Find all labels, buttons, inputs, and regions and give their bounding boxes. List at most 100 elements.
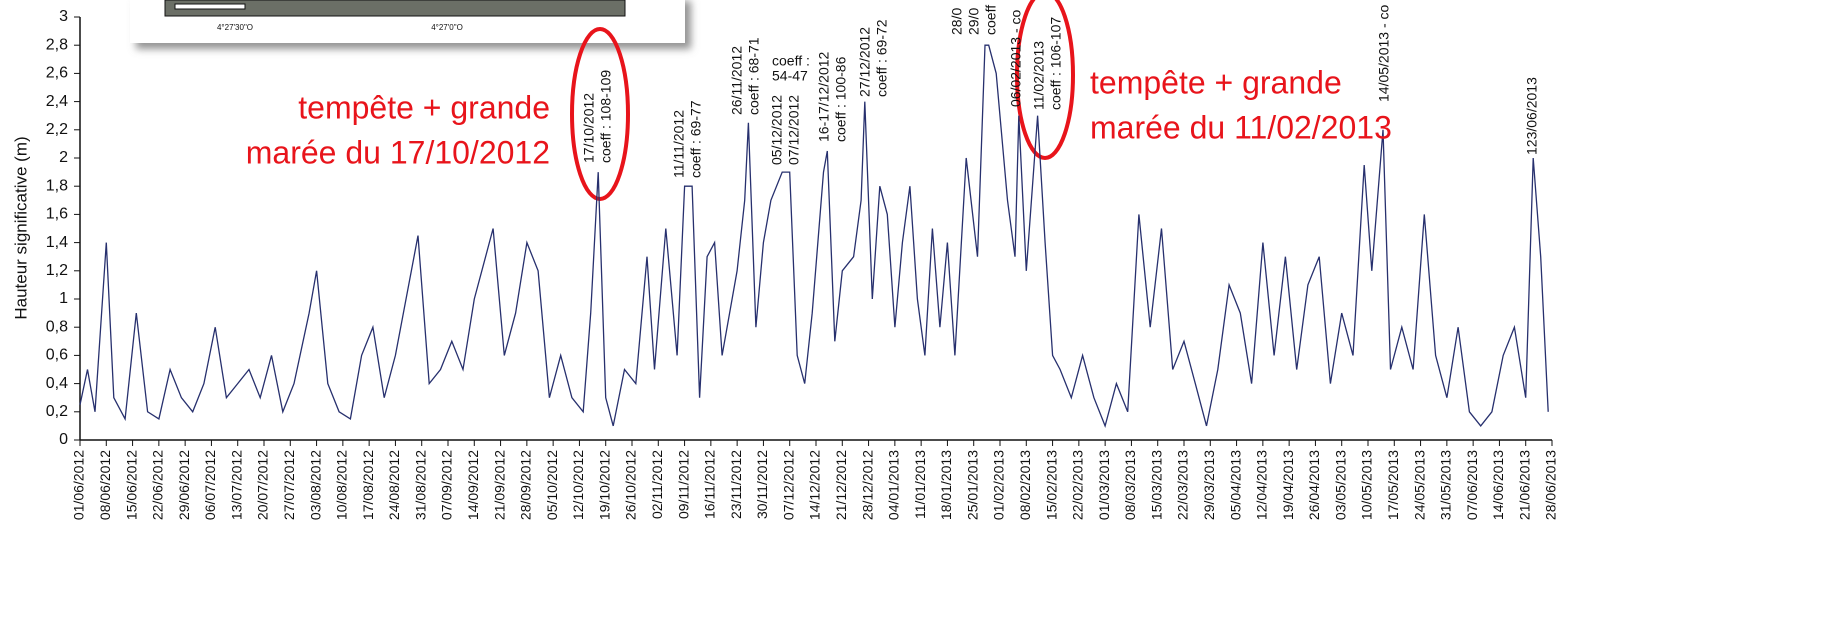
x-tick-label: 16/11/2012 bbox=[702, 450, 718, 519]
annotation: coeff bbox=[983, 5, 999, 35]
x-tick-label: 31/05/2013 bbox=[1438, 450, 1454, 520]
x-tick-label: 06/07/2012 bbox=[202, 450, 218, 520]
x-tick-label: 09/11/2012 bbox=[675, 450, 691, 519]
annotation: 26/11/2012 bbox=[729, 46, 745, 115]
x-tick-label: 21/09/2012 bbox=[491, 450, 507, 520]
inset-label: 4°27'0"O bbox=[431, 23, 463, 32]
data-line bbox=[79, 44, 1549, 428]
annotation: 29/0 bbox=[966, 8, 982, 35]
y-tick-label: 2,8 bbox=[46, 36, 68, 53]
x-tick-label: 29/06/2012 bbox=[176, 450, 192, 520]
y-tick-label: 2,2 bbox=[46, 121, 68, 138]
x-tick-label: 19/10/2012 bbox=[596, 450, 612, 520]
x-tick-label: 31/08/2012 bbox=[412, 450, 428, 520]
x-tick-label: 11/01/2013 bbox=[912, 450, 928, 519]
y-tick-label: 0 bbox=[59, 431, 68, 448]
y-tick-label: 1,6 bbox=[46, 206, 68, 223]
x-tick-label: 05/10/2012 bbox=[544, 450, 560, 520]
x-tick-label: 02/11/2012 bbox=[649, 450, 665, 519]
annotation: 54-47 bbox=[772, 68, 808, 84]
highlight-ellipse bbox=[570, 27, 630, 201]
x-tick-label: 21/06/2013 bbox=[1516, 450, 1532, 520]
callout: tempête + grande bbox=[1090, 64, 1342, 100]
annotation: coeff : 69-77 bbox=[688, 100, 704, 178]
x-tick-label: 07/06/2013 bbox=[1464, 450, 1480, 520]
annotation: 11/02/2013 bbox=[1031, 41, 1047, 110]
callout: marée du 11/02/2013 bbox=[1090, 109, 1392, 145]
annotation: 11/11/2012 bbox=[671, 110, 687, 178]
x-tick-label: 28/06/2013 bbox=[1543, 450, 1559, 520]
x-tick-label: 03/05/2013 bbox=[1332, 450, 1348, 520]
annotation: 27/12/2012 bbox=[857, 27, 873, 97]
y-tick-label: 1,4 bbox=[46, 234, 68, 251]
y-tick-label: 1 bbox=[59, 290, 68, 307]
y-tick-label: 0,6 bbox=[46, 347, 68, 364]
y-tick-label: 2,6 bbox=[46, 65, 68, 82]
x-tick-label: 14/06/2013 bbox=[1490, 450, 1506, 520]
callout: marée du 17/10/2012 bbox=[246, 134, 550, 170]
y-tick-label: 1,8 bbox=[46, 177, 68, 194]
annotation: coeff : bbox=[772, 53, 810, 69]
x-tick-label: 12/10/2012 bbox=[570, 450, 586, 520]
y-tick-label: 0,8 bbox=[46, 318, 68, 335]
inset-image bbox=[164, 0, 626, 17]
x-tick-label: 08/03/2013 bbox=[1122, 450, 1138, 520]
x-tick-label: 18/01/2013 bbox=[938, 450, 954, 520]
x-tick-label: 22/02/2013 bbox=[1070, 450, 1086, 520]
x-tick-label: 17/05/2013 bbox=[1385, 450, 1401, 520]
y-tick-label: 0,2 bbox=[46, 403, 68, 420]
x-tick-label: 10/08/2012 bbox=[334, 450, 350, 520]
x-tick-label: 30/11/2012 bbox=[754, 450, 770, 519]
annotation: coeff : 106-107 bbox=[1048, 17, 1064, 110]
scale-bar bbox=[174, 3, 246, 10]
x-tick-label: 05/04/2013 bbox=[1227, 450, 1243, 520]
callout: tempête + grande bbox=[298, 89, 550, 125]
x-tick-label: 21/12/2012 bbox=[833, 450, 849, 520]
x-tick-label: 15/06/2012 bbox=[123, 450, 139, 520]
x-tick-label: 20/07/2012 bbox=[255, 450, 271, 520]
annotation: coeff : 100-86 bbox=[833, 56, 849, 142]
y-tick-label: 2 bbox=[59, 149, 68, 166]
annotation: coeff : 68-71 bbox=[746, 37, 762, 115]
y-tick-label: 2,4 bbox=[46, 93, 68, 110]
x-tick-label: 01/02/2013 bbox=[991, 450, 1007, 520]
annotation: 17/10/2012 bbox=[581, 93, 597, 163]
y-tick-label: 0,4 bbox=[46, 375, 68, 392]
x-tick-label: 08/06/2012 bbox=[97, 450, 113, 520]
annotation: 16-17/12/2012 bbox=[816, 51, 832, 142]
x-tick-label: 17/08/2012 bbox=[360, 450, 376, 520]
x-tick-label: 26/04/2013 bbox=[1306, 450, 1322, 520]
x-tick-label: 22/03/2013 bbox=[1175, 450, 1191, 520]
annotation: 06/02/2013 - co bbox=[1008, 9, 1024, 107]
x-tick-label: 15/02/2013 bbox=[1043, 450, 1059, 520]
x-tick-label: 29/03/2013 bbox=[1201, 450, 1217, 520]
x-tick-label: 25/01/2013 bbox=[964, 450, 980, 520]
x-tick-label: 14/09/2012 bbox=[465, 450, 481, 520]
x-tick-label: 12/04/2013 bbox=[1254, 450, 1270, 520]
x-tick-label: 22/06/2012 bbox=[150, 450, 166, 520]
y-axis-label: Hauteur significative (m) bbox=[11, 136, 30, 319]
inset-map: 4°27'30"O 4°27'0"O bbox=[130, 0, 685, 43]
annotation: 07/12/2012 bbox=[786, 95, 802, 165]
annotation: 05/12/2012 bbox=[769, 95, 785, 165]
x-tick-label: 28/09/2012 bbox=[518, 450, 534, 520]
x-tick-label: 19/04/2013 bbox=[1280, 450, 1296, 520]
x-tick-label: 27/07/2012 bbox=[281, 450, 297, 520]
y-tick-label: 3 bbox=[59, 8, 68, 25]
highlight-ellipse bbox=[1015, 0, 1075, 160]
x-tick-label: 14/12/2012 bbox=[807, 450, 823, 520]
x-tick-label: 24/08/2012 bbox=[386, 450, 402, 520]
x-tick-label: 07/12/2012 bbox=[780, 450, 796, 520]
x-tick-label: 08/02/2013 bbox=[1017, 450, 1033, 520]
x-tick-label: 10/05/2013 bbox=[1359, 450, 1375, 520]
x-tick-label: 01/03/2013 bbox=[1096, 450, 1112, 520]
x-tick-label: 26/10/2012 bbox=[623, 450, 639, 520]
x-tick-label: 04/01/2013 bbox=[886, 450, 902, 520]
x-tick-label: 01/06/2012 bbox=[71, 450, 87, 520]
x-tick-label: 15/03/2013 bbox=[1148, 450, 1164, 520]
annotation: coeff : 108-109 bbox=[598, 70, 614, 163]
x-tick-label: 13/07/2012 bbox=[228, 450, 244, 520]
x-tick-label: 03/08/2012 bbox=[307, 450, 323, 520]
annotation: 123/06/2013 bbox=[1524, 77, 1540, 155]
